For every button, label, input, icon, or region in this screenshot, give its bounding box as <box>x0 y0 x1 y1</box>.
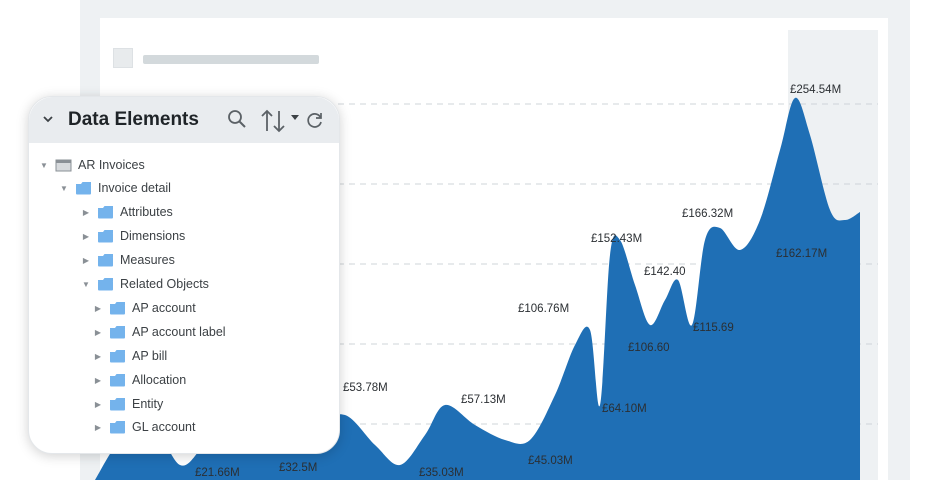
folder-icon <box>110 302 125 315</box>
tree-item[interactable]: ▶ AP bill <box>93 346 167 366</box>
tree-item[interactable]: ▼ AR Invoices <box>39 155 145 175</box>
data-label: £57.13M <box>461 394 506 406</box>
dropdown-icon[interactable] <box>290 114 300 122</box>
tree-item[interactable]: ▶ GL account <box>93 417 196 437</box>
folder-icon <box>98 230 113 243</box>
data-label: £166.32M <box>682 208 733 220</box>
panel-title: Data Elements <box>68 109 199 130</box>
folder-icon <box>110 421 125 434</box>
tree-item-label: Related Objects <box>120 277 209 291</box>
data-label: £106.60 <box>628 342 670 354</box>
folder-icon <box>98 206 113 219</box>
folder-icon <box>98 254 113 267</box>
tree-item-label: Dimensions <box>120 229 186 243</box>
folder-icon <box>110 326 125 339</box>
data-label: £21.66M <box>195 467 240 479</box>
data-label: £32.5M <box>279 462 317 474</box>
panel-header: Data Elements <box>29 97 339 143</box>
card-title-placeholder <box>143 55 319 64</box>
data-elements-panel: Data Elements ▼ AR Invoices ▼ Invoice detai… <box>28 96 340 454</box>
tree-item-label: AP account label <box>132 325 226 339</box>
tree-item[interactable]: ▼ Related Objects <box>81 274 209 294</box>
area-chart: £21.66M £32.5M £53.78M £35.03M £57.13M £45.03… <box>95 84 878 480</box>
card-checkbox[interactable] <box>113 48 133 68</box>
folder-icon <box>76 182 91 195</box>
tree-item-label: Invoice detail <box>98 181 171 195</box>
caret-right-icon[interactable]: ▶ <box>94 351 102 361</box>
data-label: £45.03M <box>528 455 573 467</box>
tree-item-label: AP account <box>132 301 196 315</box>
refresh-icon[interactable] <box>305 110 325 130</box>
data-label: £162.17M <box>776 248 827 260</box>
tree-item[interactable]: ▼ Invoice detail <box>59 178 171 198</box>
area-series <box>95 97 860 480</box>
caret-right-icon[interactable]: ▶ <box>82 255 90 265</box>
caret-down-icon[interactable]: ▼ <box>40 160 48 170</box>
data-label: £53.78M <box>343 382 388 394</box>
chevron-down-icon[interactable] <box>42 114 54 124</box>
tree-item[interactable]: ▶ Measures <box>81 250 175 270</box>
caret-right-icon[interactable]: ▶ <box>94 375 102 385</box>
folder-icon <box>98 278 113 291</box>
tree-item[interactable]: ▶ AP account label <box>93 322 226 342</box>
data-label: £254.54M <box>790 84 841 96</box>
tree-item[interactable]: ▶ Allocation <box>93 370 186 390</box>
tree-item-label: Attributes <box>120 205 173 219</box>
folder-icon <box>110 398 125 411</box>
caret-right-icon[interactable]: ▶ <box>82 207 90 217</box>
tree-item-label: Allocation <box>132 373 187 387</box>
sort-icon[interactable] <box>259 108 289 134</box>
tree-item[interactable]: ▶ AP account <box>93 298 196 318</box>
tree-item[interactable]: ▶ Dimensions <box>81 226 185 246</box>
data-label: £115.69 <box>693 322 734 334</box>
data-label: £35.03M <box>419 467 464 479</box>
search-icon[interactable] <box>227 108 247 130</box>
folder-icon <box>110 374 125 387</box>
data-label: £106.76M <box>518 303 569 315</box>
data-label: £152.43M <box>591 233 642 245</box>
caret-right-icon[interactable]: ▶ <box>94 422 102 432</box>
caret-right-icon[interactable]: ▶ <box>94 399 102 409</box>
table-icon <box>55 159 72 172</box>
tree-item[interactable]: ▶ Attributes <box>81 202 173 222</box>
data-label: £142.40 <box>644 266 686 278</box>
caret-down-icon[interactable]: ▼ <box>82 279 90 289</box>
caret-right-icon[interactable]: ▶ <box>82 231 90 241</box>
tree-item-label: AR Invoices <box>78 158 145 172</box>
caret-down-icon[interactable]: ▼ <box>60 183 68 193</box>
tree-item-label: Entity <box>132 397 164 411</box>
tree-item-label: AP bill <box>132 349 168 363</box>
tree-item[interactable]: ▶ Entity <box>93 394 163 414</box>
data-labels: £21.66M £32.5M £53.78M £35.03M £57.13M £45.03… <box>195 84 841 479</box>
tree-item-label: GL account <box>132 420 196 434</box>
data-label: £64.10M <box>602 403 647 415</box>
caret-right-icon[interactable]: ▶ <box>94 327 102 337</box>
caret-right-icon[interactable]: ▶ <box>94 303 102 313</box>
tree-item-label: Measures <box>120 253 175 267</box>
folder-icon <box>110 350 125 363</box>
